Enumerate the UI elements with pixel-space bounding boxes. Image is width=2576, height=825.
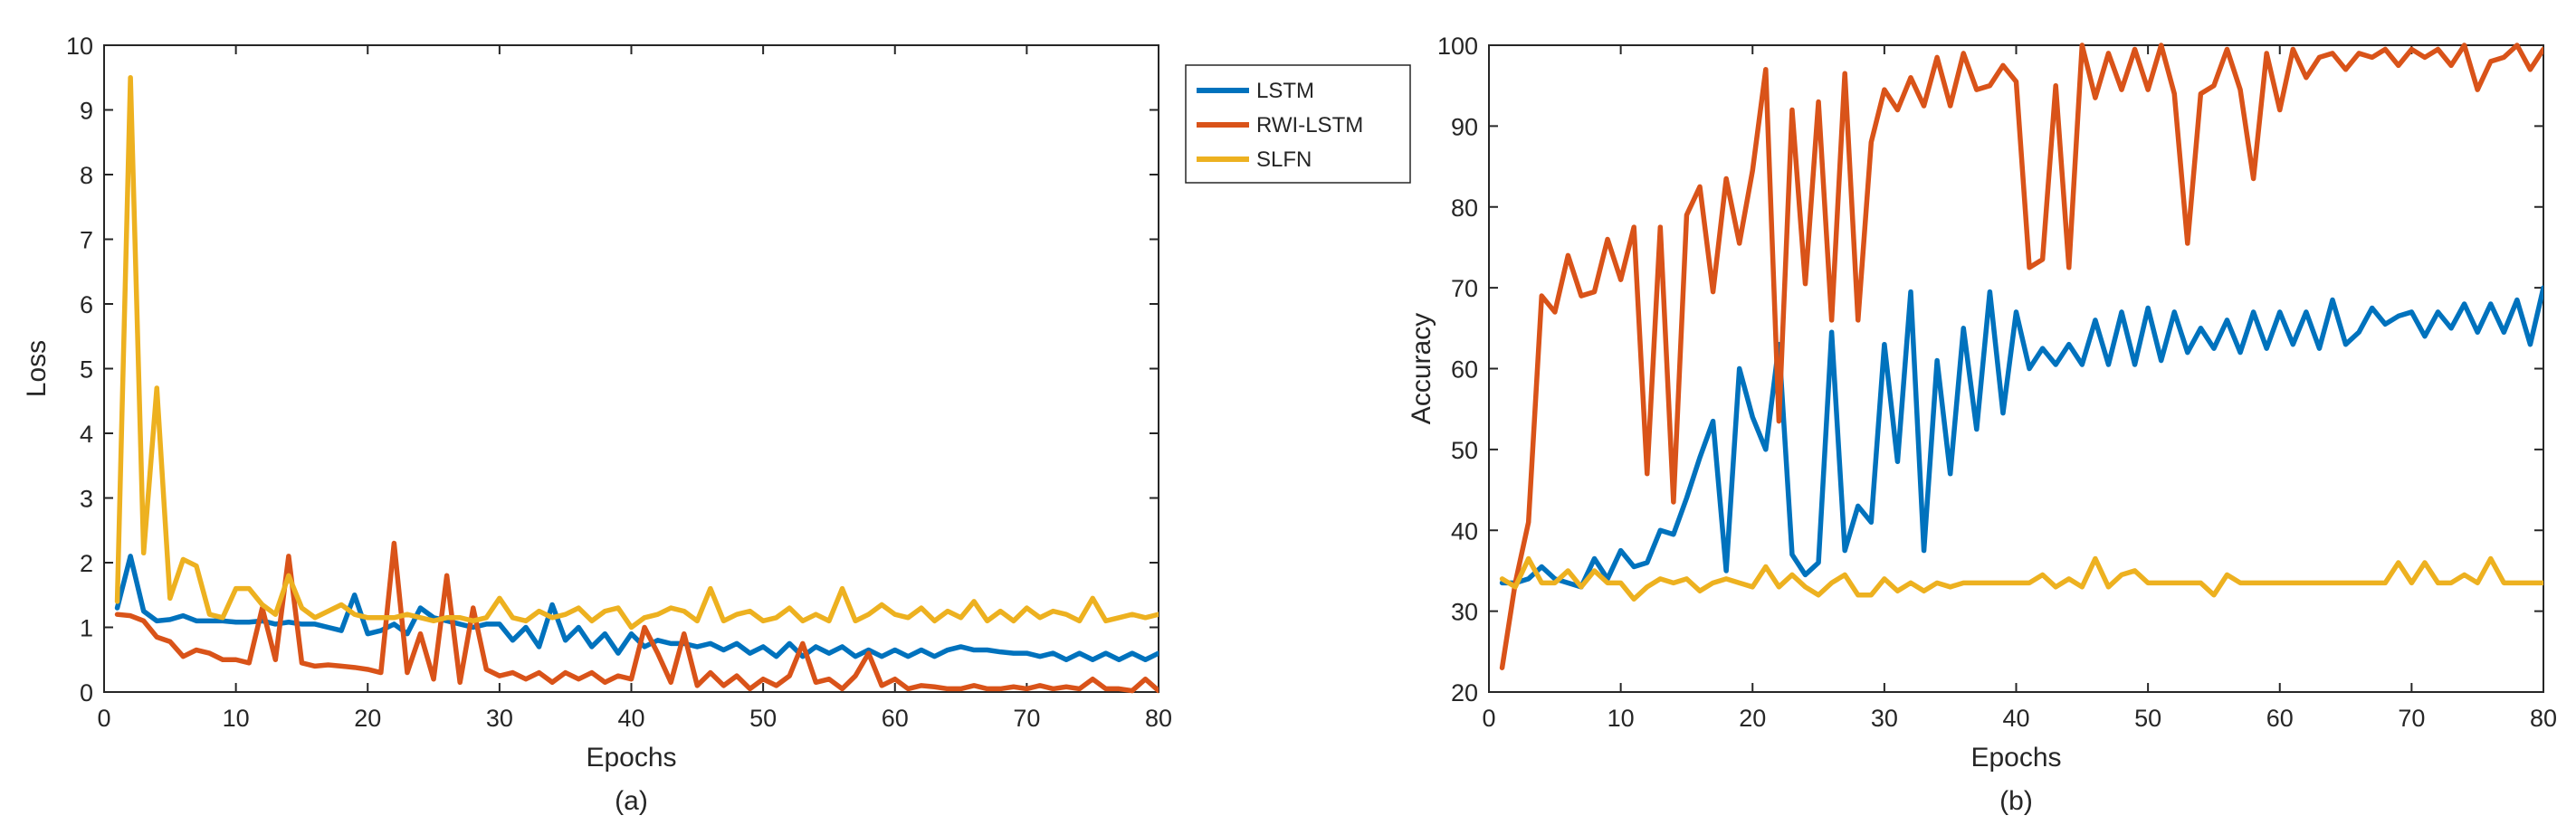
- loss-x-tick-label: 60: [882, 705, 909, 732]
- loss-x-tick-label: 80: [1145, 705, 1172, 732]
- accuracy-x-tick-label: 0: [1482, 705, 1495, 732]
- accuracy-x-tick-label: 50: [2134, 705, 2161, 732]
- loss-x-tick-label: 40: [617, 705, 644, 732]
- accuracy-x-tick-label: 60: [2266, 705, 2294, 732]
- legend-label-slfn: SLFN: [1256, 147, 1312, 172]
- accuracy-caption: (b): [1999, 786, 2033, 816]
- loss-y-tick-label: 10: [66, 33, 93, 60]
- loss-y-tick-label: 1: [80, 615, 93, 642]
- accuracy-y-tick-label: 50: [1451, 437, 1478, 464]
- accuracy-series-slfn-line: [1499, 555, 2543, 602]
- loss-x-tick-label: 0: [97, 705, 110, 732]
- accuracy-y-axis-label: Accuracy: [1407, 313, 1436, 424]
- loss-series-slfn-line: [114, 75, 1159, 631]
- loss-y-tick-label: 8: [80, 162, 93, 189]
- loss-x-tick-label: 70: [1013, 705, 1040, 732]
- loss-y-tick-label: 2: [80, 550, 93, 577]
- accuracy-x-axis-label: Epochs: [1970, 743, 2061, 773]
- loss-y-tick-label: 3: [80, 486, 93, 513]
- loss-y-tick-label: 4: [80, 421, 93, 448]
- legend-label-rwi-lstm: RWI-LSTM: [1256, 113, 1363, 138]
- loss-x-axis-label: Epochs: [586, 743, 676, 773]
- accuracy-x-tick-label: 40: [2002, 705, 2029, 732]
- accuracy-series-rwi-lstm-line: [1499, 43, 2543, 670]
- accuracy-x-tick-label: 80: [2530, 705, 2557, 732]
- accuracy-x-tick-label: 20: [1739, 705, 1766, 732]
- accuracy-series-lstm-line: [1499, 285, 2543, 590]
- accuracy-y-tick-label: 60: [1451, 356, 1478, 384]
- loss-series-lstm-line: [114, 554, 1159, 662]
- accuracy-chart-panel: 0 10 20 30 40 50 60 70 80 20 30 40 50 60 70 80 90 100 Epoc…: [1407, 33, 2557, 816]
- loss-caption: (a): [615, 786, 648, 816]
- accuracy-y-tick-label: 30: [1451, 599, 1478, 626]
- accuracy-y-tick-label: 40: [1451, 517, 1478, 545]
- loss-y-tick-label: 9: [80, 98, 93, 125]
- loss-x-tick-label: 10: [223, 705, 250, 732]
- accuracy-y-tick-label: 90: [1451, 113, 1478, 140]
- loss-x-tick-label: 50: [749, 705, 777, 732]
- loss-y-tick-label: 6: [80, 291, 93, 318]
- loss-y-axis-label: Loss: [22, 340, 52, 397]
- loss-series-rwi-lstm-line: [114, 540, 1159, 694]
- accuracy-x-tick-label: 30: [1871, 705, 1898, 732]
- accuracy-y-tick-label: 20: [1451, 679, 1478, 706]
- loss-y-tick-label: 7: [80, 227, 93, 254]
- accuracy-y-tick-label: 100: [1437, 33, 1478, 60]
- accuracy-plot-area: [1488, 44, 2544, 693]
- loss-plot-area: [103, 44, 1159, 693]
- accuracy-x-tick-label: 70: [2398, 705, 2425, 732]
- accuracy-x-tick-label: 10: [1608, 705, 1635, 732]
- loss-x-tick-label: 30: [486, 705, 513, 732]
- loss-chart-panel: 0 10 20 30 40 50 60 70 80 0 1 2 3 4 5 6 7 8 9 10 Epochs Loss (…: [22, 33, 1172, 816]
- legend: LSTM RWI-LSTM SLFN: [1185, 64, 1411, 184]
- loss-x-tick-label: 20: [354, 705, 381, 732]
- legend-label-lstm: LSTM: [1256, 79, 1314, 103]
- accuracy-y-tick-label: 70: [1451, 275, 1478, 302]
- loss-y-tick-label: 5: [80, 356, 93, 384]
- loss-y-tick-label: 0: [80, 679, 93, 706]
- accuracy-y-tick-label: 80: [1451, 194, 1478, 222]
